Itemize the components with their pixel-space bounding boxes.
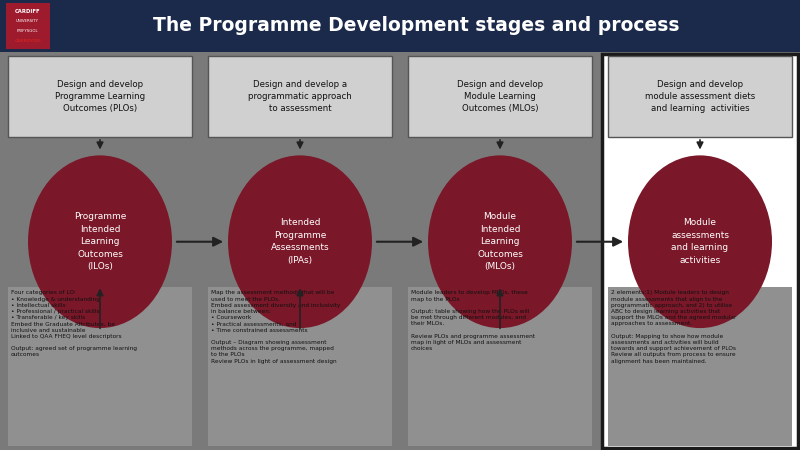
Text: Module
assessments
and learning
activities: Module assessments and learning activiti…	[671, 219, 729, 265]
FancyBboxPatch shape	[408, 56, 592, 137]
Text: Module leaders to develop MLOs, these
map to the PLOs

Output: table showing how: Module leaders to develop MLOs, these ma…	[411, 291, 535, 351]
Text: UNIVERSITY: UNIVERSITY	[16, 19, 39, 23]
Text: PRIFYSGOL: PRIFYSGOL	[17, 29, 38, 33]
Text: Design and develop
Programme Learning
Outcomes (PLOs): Design and develop Programme Learning Ou…	[55, 80, 145, 113]
Text: CAERDYDD: CAERDYDD	[14, 40, 41, 43]
Ellipse shape	[428, 155, 572, 328]
Ellipse shape	[628, 155, 772, 328]
Bar	[6, 3, 50, 49]
Ellipse shape	[228, 155, 372, 328]
FancyBboxPatch shape	[8, 56, 192, 137]
FancyBboxPatch shape	[408, 288, 592, 446]
FancyBboxPatch shape	[602, 54, 798, 448]
Text: Four categories of LO:
• Knowledge & understanding
• Intellectual skills
• Profe: Four categories of LO: • Knowledge & und…	[11, 291, 137, 357]
FancyBboxPatch shape	[8, 288, 192, 446]
Text: Map the assessment methods that will be
used to meet the PLOs.
Embed assessment : Map the assessment methods that will be …	[211, 291, 341, 364]
FancyBboxPatch shape	[608, 288, 792, 446]
Text: 2 elements:1) Module leaders to design
module assessments that align to the
prog: 2 elements:1) Module leaders to design m…	[611, 291, 736, 364]
Ellipse shape	[28, 155, 172, 328]
Text: CARDIFF: CARDIFF	[14, 9, 41, 14]
Text: Programme
Intended
Learning
Outcomes
(ILOs): Programme Intended Learning Outcomes (IL…	[74, 212, 126, 271]
Text: The Programme Development stages and process: The Programme Development stages and pro…	[153, 16, 679, 36]
FancyBboxPatch shape	[208, 288, 392, 446]
Text: Design and develop a
programmatic approach
to assessment: Design and develop a programmatic approa…	[248, 80, 352, 113]
Text: Design and develop
module assessment diets
and learning  activities: Design and develop module assessment die…	[645, 80, 755, 113]
Text: Module
Intended
Learning
Outcomes
(MLOs): Module Intended Learning Outcomes (MLOs)	[477, 212, 523, 271]
Text: Intended
Programme
Assessments
(IPAs): Intended Programme Assessments (IPAs)	[270, 219, 330, 265]
Text: Design and develop
Module Learning
Outcomes (MLOs): Design and develop Module Learning Outco…	[457, 80, 543, 113]
FancyBboxPatch shape	[608, 56, 792, 137]
FancyBboxPatch shape	[208, 56, 392, 137]
